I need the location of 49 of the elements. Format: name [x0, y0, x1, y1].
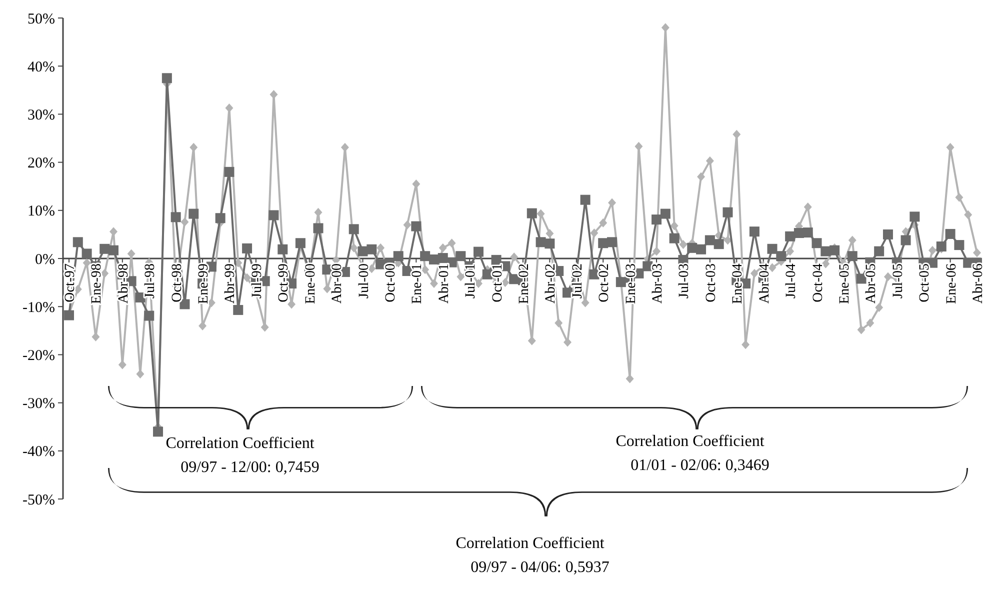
x-tick-label: Jul-03 [677, 264, 692, 298]
x-tick-label: Ene-04 [730, 264, 746, 304]
x-tick-label: Jul-00 [356, 264, 372, 298]
x-tick-label: Oct-05 [918, 264, 933, 302]
y-tick-label: -10% [22, 300, 55, 316]
annotation: Correlation Coefficient 09/97 - 12/00: 0,7459 [166, 435, 320, 476]
x-tick-label: Jul-04 [784, 264, 800, 298]
x-tick-label: Ene-98 [90, 264, 105, 304]
x-tick-label: Oct-98 [170, 264, 185, 302]
x-tick-label: Oct-99 [276, 264, 292, 302]
y-tick-label: -50% [22, 492, 55, 508]
x-tick-label: Ene-03 [624, 264, 639, 304]
x-tick-label: Ene-06 [944, 264, 960, 304]
y-tick-label: -20% [22, 348, 55, 364]
y-tick-label: 50% [28, 11, 55, 28]
x-tick-label: Oct-04 [810, 264, 826, 302]
x-tick-label: Oct-97 [63, 264, 78, 302]
x-tick-label: Jul-05 [890, 264, 906, 298]
x-tick-label: Oct-02 [597, 264, 612, 302]
x-tick-label: Abr-99 [223, 264, 238, 304]
y-tick-label: 0% [35, 252, 55, 268]
x-tick-label: Abr-04 [757, 264, 772, 304]
x-tick-label: Abr-01 [436, 264, 452, 304]
x-tick-label: Ene-01 [410, 264, 426, 304]
y-tick-label: 30% [28, 107, 55, 124]
x-tick-label: Abr-02 [544, 264, 559, 304]
text: Correlation Coefficient 09/97 - 04/06: 0,5937 [456, 535, 610, 576]
y-tick-label: -30% [22, 396, 55, 412]
y-tick-label: -40% [22, 444, 55, 460]
x-tick-label: Oct-01 [490, 264, 506, 302]
x-tick-label: Abr-06 [971, 264, 986, 304]
x-tick-label: Abr-98 [116, 264, 132, 304]
y-tick-label: 10% [28, 204, 55, 220]
x-tick-label: Oct-03 [704, 264, 719, 302]
x-tick-label: Ene-05 [837, 264, 852, 304]
x-tick-label: Ene-02 [517, 264, 532, 304]
x-tick-label: Abr-00 [330, 264, 346, 304]
x-tick-label: Oct-00 [383, 264, 398, 302]
x-tick-label: Jul-01 [464, 264, 479, 298]
x-tick-label: Abr-05 [864, 264, 880, 304]
x-tick-label: Jul-99 [250, 264, 265, 298]
x-tick-label: Abr-03 [650, 264, 666, 304]
x-tick-label: Jul-98 [143, 264, 158, 298]
x-tick-label: Ene-99 [196, 264, 212, 304]
x-tick-label: Jul-02 [570, 264, 586, 298]
y-tick-label: 40% [28, 59, 55, 76]
x-tick-label: Ene-00 [303, 264, 318, 304]
annotation: Correlation Coefficient 01/01 - 02/06: 0,3469 [616, 433, 770, 474]
y-tick-label: 20% [28, 156, 55, 172]
